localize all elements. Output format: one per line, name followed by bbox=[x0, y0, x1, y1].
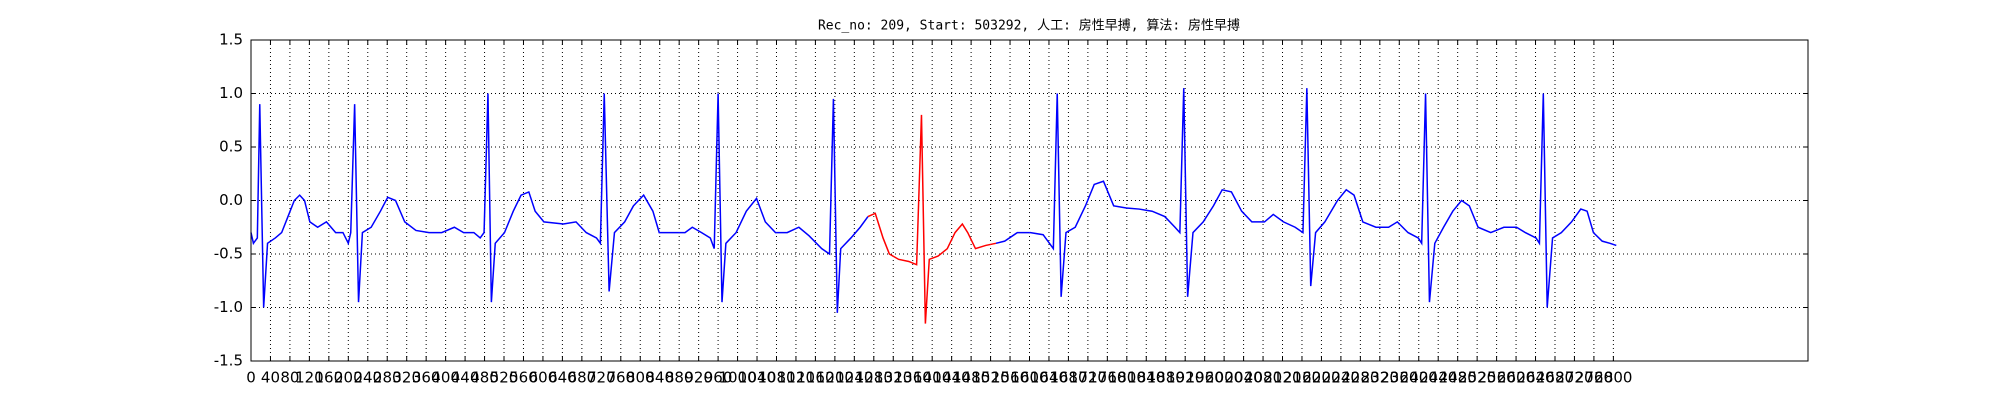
x-tick-label: 720 bbox=[587, 369, 616, 387]
x-tick-label: 200 bbox=[334, 369, 363, 387]
x-tick-label: 2760 bbox=[1575, 369, 1613, 387]
x-tick-label: 1760 bbox=[1088, 369, 1126, 387]
x-tick-label: 1880 bbox=[1147, 369, 1185, 387]
x-tick-label: 1720 bbox=[1069, 369, 1107, 387]
x-tick-label: 2160 bbox=[1283, 369, 1321, 387]
x-tick-label: 1040 bbox=[738, 369, 776, 387]
x-tick-label: 440 bbox=[451, 369, 480, 387]
y-tick-label: 1.0 bbox=[219, 84, 243, 102]
x-tick-label: 1320 bbox=[874, 369, 912, 387]
x-tick-label: 2400 bbox=[1400, 369, 1438, 387]
y-tick-label: 0.0 bbox=[219, 191, 243, 209]
x-tick-label: 2480 bbox=[1439, 369, 1477, 387]
x-tick-label: 840 bbox=[645, 369, 674, 387]
x-tick-label: 600 bbox=[529, 369, 558, 387]
x-tick-label: 1200 bbox=[816, 369, 854, 387]
y-tick-label: -1.0 bbox=[214, 298, 243, 316]
x-tick-label: 920 bbox=[684, 369, 713, 387]
x-tick-label: 2440 bbox=[1419, 369, 1457, 387]
x-tick-label: 1520 bbox=[971, 369, 1009, 387]
x-tick-label: 520 bbox=[490, 369, 519, 387]
x-tick-label: 0 bbox=[246, 369, 256, 387]
x-tick-label: 1120 bbox=[777, 369, 815, 387]
x-tick-label: 2600 bbox=[1497, 369, 1535, 387]
x-tick-label: 680 bbox=[568, 369, 597, 387]
x-tick-label: 1560 bbox=[991, 369, 1029, 387]
x-tick-label: 1000 bbox=[718, 369, 756, 387]
x-tick-label: 400 bbox=[431, 369, 460, 387]
x-tick-label: 1080 bbox=[757, 369, 795, 387]
y-tick-label: -1.5 bbox=[214, 352, 243, 370]
plot-frame bbox=[250, 39, 1809, 362]
x-tick-label: 1680 bbox=[1049, 369, 1087, 387]
x-tick-label: 1640 bbox=[1030, 369, 1068, 387]
x-tick-label: 1440 bbox=[933, 369, 971, 387]
x-tick-label: 1800 bbox=[1108, 369, 1146, 387]
ecg-line bbox=[995, 88, 1617, 308]
x-tick-label: 280 bbox=[373, 369, 402, 387]
x-tick-label: 360 bbox=[412, 369, 441, 387]
x-tick-label: 1240 bbox=[835, 369, 873, 387]
x-tick-label: 1400 bbox=[913, 369, 951, 387]
x-tick-label: 2720 bbox=[1555, 369, 1593, 387]
x-tick-label: 2280 bbox=[1341, 369, 1379, 387]
x-tick-label: 760 bbox=[606, 369, 635, 387]
x-tick-label: 2640 bbox=[1516, 369, 1554, 387]
x-tick-label: 120 bbox=[295, 369, 324, 387]
x-tick-label: 40 bbox=[261, 369, 280, 387]
x-tick-label: 240 bbox=[353, 369, 382, 387]
x-tick-label: 2240 bbox=[1322, 369, 1360, 387]
x-tick-label: 560 bbox=[509, 369, 538, 387]
x-tick-label: 640 bbox=[548, 369, 577, 387]
x-tick-label: 2080 bbox=[1244, 369, 1282, 387]
ecg-line bbox=[250, 93, 869, 313]
chart-title: Rec_no: 209, Start: 503292, 人工: 房性早搏, 算法… bbox=[818, 18, 1240, 34]
x-tick-label: 1360 bbox=[894, 369, 932, 387]
x-tick-label: 2520 bbox=[1458, 369, 1496, 387]
x-tick-label: 2800 bbox=[1594, 369, 1632, 387]
x-tick-label: 2040 bbox=[1224, 369, 1262, 387]
x-tick-label: 880 bbox=[665, 369, 694, 387]
x-tick-label: 2320 bbox=[1361, 369, 1399, 387]
ecg-line bbox=[867, 114, 997, 324]
y-tick-label: 1.5 bbox=[219, 31, 243, 49]
x-tick-label: 480 bbox=[470, 369, 499, 387]
x-tick-label: 1960 bbox=[1186, 369, 1224, 387]
x-tick-label: 160 bbox=[315, 369, 344, 387]
x-tick-label: 960 bbox=[704, 369, 733, 387]
x-tick-label: 80 bbox=[280, 369, 299, 387]
x-tick-label: 1160 bbox=[796, 369, 834, 387]
x-tick-label: 2360 bbox=[1380, 369, 1418, 387]
x-tick-label: 1280 bbox=[855, 369, 893, 387]
y-tick-label: 0.5 bbox=[219, 138, 243, 156]
x-tick-label: 800 bbox=[626, 369, 655, 387]
x-tick-label: 2560 bbox=[1478, 369, 1516, 387]
x-tick-label: 2120 bbox=[1263, 369, 1301, 387]
x-tick-label: 2000 bbox=[1205, 369, 1243, 387]
x-tick-label: 1600 bbox=[1010, 369, 1048, 387]
x-tick-label: 1840 bbox=[1127, 369, 1165, 387]
x-tick-label: 1920 bbox=[1166, 369, 1204, 387]
x-tick-label: 2680 bbox=[1536, 369, 1574, 387]
y-tick-label: -0.5 bbox=[214, 245, 243, 263]
x-tick-label: 2200 bbox=[1302, 369, 1340, 387]
x-tick-label: 1480 bbox=[952, 369, 990, 387]
x-tick-label: 320 bbox=[392, 369, 421, 387]
